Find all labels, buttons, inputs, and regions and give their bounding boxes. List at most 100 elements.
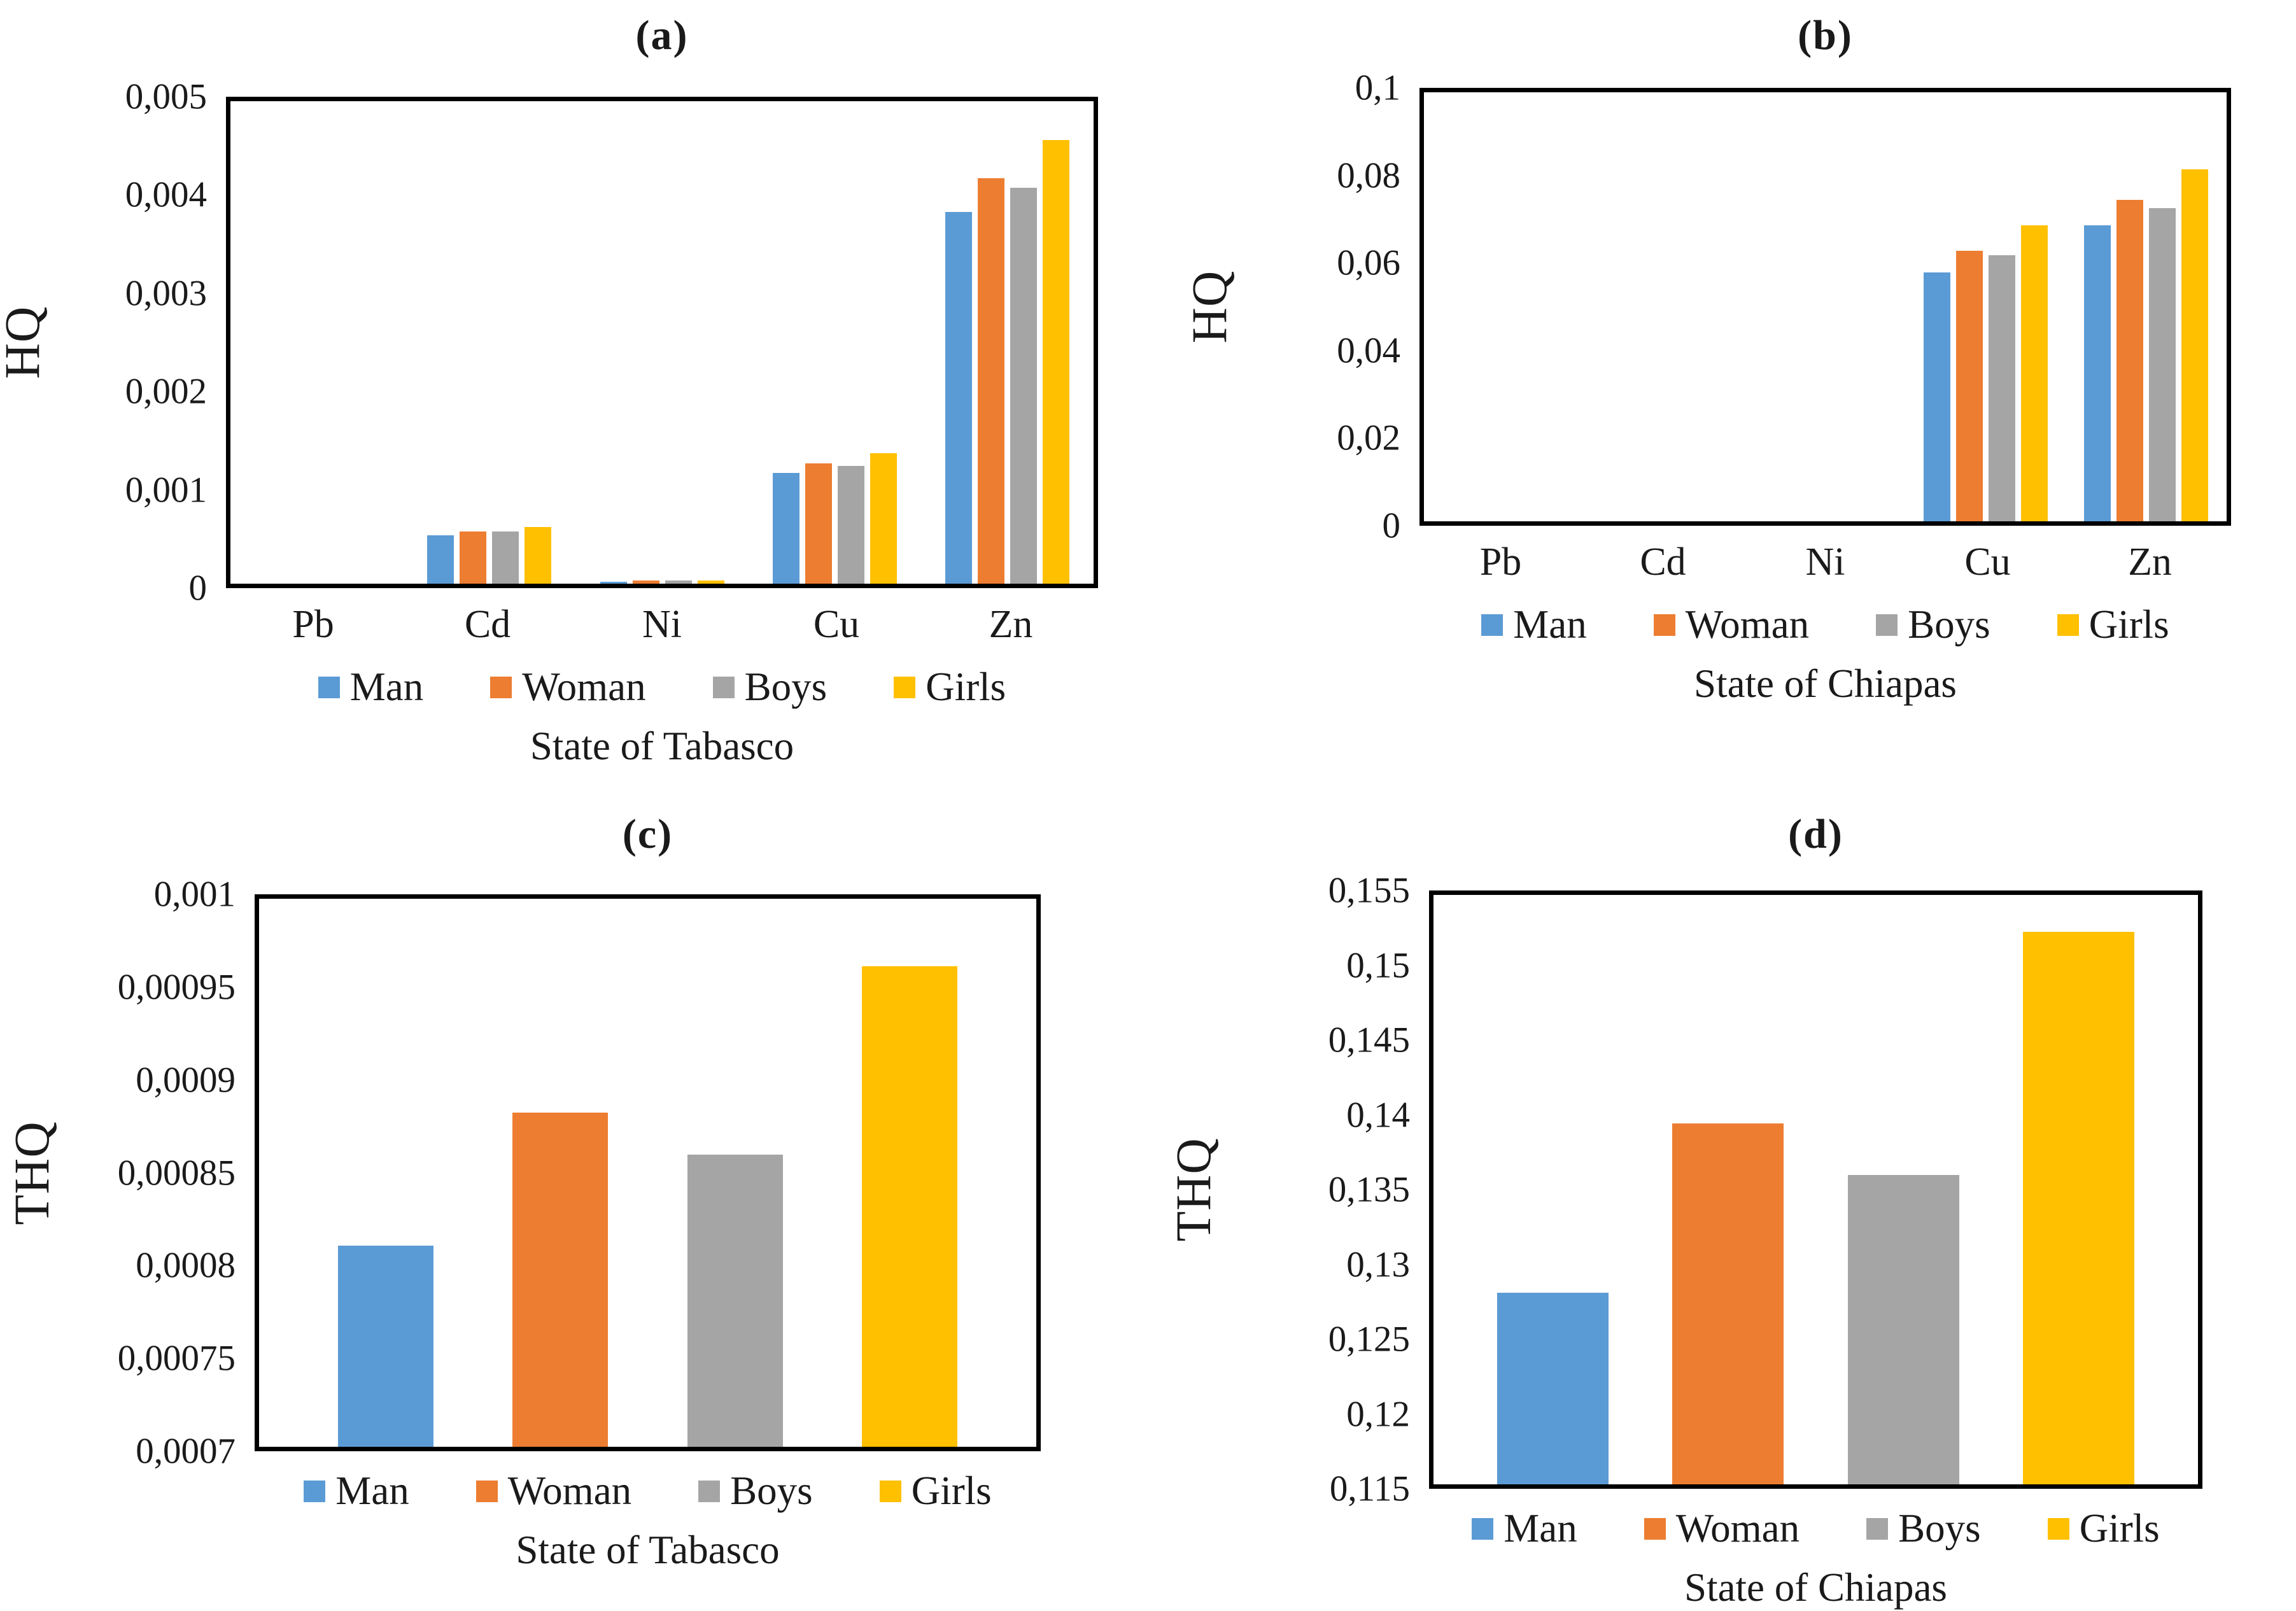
plot-area xyxy=(1429,890,2202,1489)
x-axis-categories: Pb Cd Ni Cu Zn xyxy=(1419,540,2231,585)
legend-item-girls: Girls xyxy=(894,664,1006,710)
x-category-label-zn: Zn xyxy=(989,603,1033,646)
legend-item-boys: Boys xyxy=(1876,601,1990,648)
x-category-label-zn: Zn xyxy=(2128,540,2172,584)
bar-girls-zn xyxy=(2181,169,2209,521)
bar-girls-ni xyxy=(697,580,724,584)
legend-swatch-icon xyxy=(894,676,916,698)
y-axis-label: HQ xyxy=(1181,270,1237,344)
y-tick-label: 0,001 xyxy=(153,874,236,915)
bar-woman-cu xyxy=(805,463,832,584)
y-tick-label: 0,155 xyxy=(1328,870,1410,911)
legend-swatch-icon xyxy=(712,676,735,698)
y-tick-label: 0,08 xyxy=(1337,155,1400,196)
legend-item-girls: Girls xyxy=(2047,1505,2160,1552)
legend-label: Girls xyxy=(2088,602,2169,647)
legend-item-woman: Woman xyxy=(475,1468,632,1514)
legend-swatch-icon xyxy=(1876,614,1898,636)
legend-swatch-icon xyxy=(879,1480,901,1502)
plot-area xyxy=(226,97,1098,588)
y-tick-label: 0,135 xyxy=(1328,1169,1410,1210)
bar-man-zn xyxy=(945,212,972,584)
x-category-label-cd: Cd xyxy=(464,603,511,646)
bar-boys-zn xyxy=(2149,208,2176,521)
bar-woman-ni xyxy=(632,580,659,584)
y-axis-label: HQ xyxy=(0,306,50,379)
bar-group-cd xyxy=(403,101,575,584)
y-tick-label: 0,15 xyxy=(1346,945,1410,985)
bar-group-ni xyxy=(1745,92,1905,521)
legend-item-girls: Girls xyxy=(879,1468,992,1514)
x-axis-title: State of Chiapas xyxy=(1694,661,1957,706)
bar-group-zn xyxy=(2066,92,2227,521)
bar-boys xyxy=(687,1154,783,1447)
x-category-label-ni: Ni xyxy=(642,603,682,646)
panel-c-title: (c) xyxy=(622,811,673,857)
y-axis-ticks: 0 0,02 0,04 0,06 0,08 0,1 xyxy=(1260,70,1419,544)
bar-girls xyxy=(2022,931,2134,1484)
legend-item-man: Man xyxy=(304,1468,409,1514)
chart-c: THQ 0,0007 0,00075 0,0008 0,00085 0,0009 0,00… xyxy=(4,876,1041,1573)
legend: Man Woman Boys Girls xyxy=(1429,1505,2202,1552)
legend-label: Woman xyxy=(1685,602,1810,647)
y-tick-label: 0,1 xyxy=(1355,67,1400,108)
plot-area xyxy=(1419,88,2231,526)
legend-item-man: Man xyxy=(1472,1505,1577,1552)
x-category-label-pb: Pb xyxy=(292,603,334,646)
legend-item-woman: Woman xyxy=(490,664,646,710)
panel-b-title: (b) xyxy=(1798,12,1853,59)
y-tick-label: 0,06 xyxy=(1337,243,1400,283)
y-tick-label: 0,004 xyxy=(125,174,207,215)
legend-item-woman: Woman xyxy=(1644,1505,1799,1552)
bar-woman-zn xyxy=(2116,199,2144,521)
bar-girls-cd xyxy=(525,526,552,584)
legend-item-boys: Boys xyxy=(712,664,827,710)
legend-label: Boys xyxy=(1898,1506,1981,1551)
bar-group-cu xyxy=(1906,92,2066,521)
y-axis-ticks: 0,115 0,12 0,125 0,13 0,135 0,14 0,145 0,15 0,15… xyxy=(1270,873,1429,1507)
legend-label: Boys xyxy=(1908,602,1990,647)
y-axis-label: THQ xyxy=(1166,1137,1221,1242)
legend-swatch-icon xyxy=(1866,1517,1889,1540)
y-tick-label: 0,0009 xyxy=(136,1060,236,1101)
bar-man-cu xyxy=(1924,272,1951,521)
bar-boys xyxy=(1847,1174,1959,1484)
x-axis-title: State of Tabasco xyxy=(530,724,794,768)
bar-group-cd xyxy=(1584,92,1745,521)
x-axis-title: State of Chiapas xyxy=(1684,1565,1947,1610)
legend-swatch-icon xyxy=(698,1480,721,1502)
legend-label: Man xyxy=(335,1468,409,1513)
bar-girls xyxy=(861,966,957,1447)
panel-a-title: (a) xyxy=(635,12,689,59)
chart-d: THQ 0,115 0,12 0,125 0,13 0,135 0,14 0,145 0,15… xyxy=(1166,873,2202,1611)
legend-label: Woman xyxy=(507,1468,632,1513)
legend-swatch-icon xyxy=(1472,1517,1494,1540)
legend-label: Girls xyxy=(911,1468,992,1513)
y-tick-label: 0,00075 xyxy=(117,1338,236,1379)
y-tick-label: 0 xyxy=(1382,505,1401,546)
bar-group-pb xyxy=(230,101,403,584)
legend-label: Man xyxy=(1513,602,1587,647)
plot-area xyxy=(255,894,1041,1451)
legend-swatch-icon xyxy=(1481,614,1504,636)
bar-man xyxy=(338,1246,434,1447)
legend: Man Woman Boys Girls xyxy=(1419,601,2231,648)
bar-group-ni xyxy=(575,101,748,584)
legend-swatch-icon xyxy=(304,1480,326,1502)
bar-group-zn xyxy=(921,101,1094,584)
bar-woman-cu xyxy=(1956,251,1983,521)
panel-b: (b) HQ 0 0,02 0,04 0,06 0,08 0,1 Pb Cd Ni Cu Zn M… xyxy=(1146,0,2296,799)
bar-woman xyxy=(1672,1123,1784,1484)
bar-boys-ni xyxy=(665,580,692,584)
bar-woman xyxy=(512,1112,609,1447)
chart-b: HQ 0 0,02 0,04 0,06 0,08 0,1 Pb Cd Ni Cu Zn Man Wo… xyxy=(1181,70,2231,707)
bar-girls-cu xyxy=(870,453,897,584)
legend-label: Woman xyxy=(1675,1506,1800,1551)
y-tick-label: 0,002 xyxy=(125,371,207,412)
legend-swatch-icon xyxy=(490,676,512,698)
bar-boys-zn xyxy=(1010,188,1037,584)
legend-swatch-icon xyxy=(1644,1517,1666,1540)
bar-group-cu xyxy=(749,101,921,584)
legend-swatch-icon xyxy=(2057,614,2079,636)
